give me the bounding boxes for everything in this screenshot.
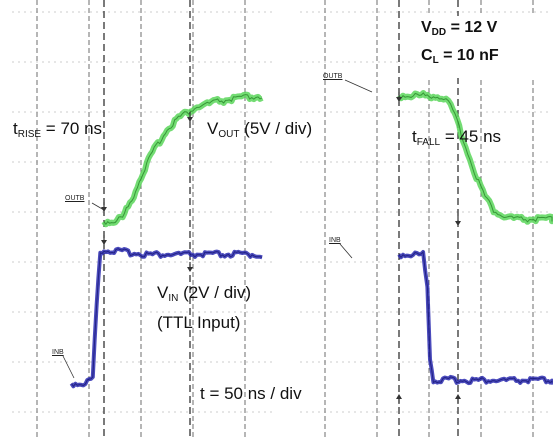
ttl-input-label: (TTL Input): [157, 313, 241, 332]
outb-tag-rise: OUTB: [65, 195, 85, 202]
trace-inb-band: [397, 250, 553, 386]
trace-outb-band: [396, 90, 553, 225]
trise-label: tRISE = 70 ns: [13, 119, 103, 140]
timebase-label: t = 50 ns / div: [200, 384, 302, 403]
trace-outb-line: [103, 94, 263, 226]
inb-tag-leader-rise: [62, 355, 75, 379]
vout-scale-label: VOUT (5V / div): [207, 119, 313, 140]
outb-tag-fall: OUTB: [323, 73, 343, 80]
cursor-marker-inb-fall: [396, 394, 402, 399]
cl-label: CL = 10 nF: [421, 47, 499, 66]
cursor-marker-outb-fall: [396, 97, 402, 102]
cursor-marker-outb-fall-end: [455, 221, 461, 226]
inb-tag-fall: INB: [329, 237, 341, 244]
outb-tag-leader-fall: [344, 79, 373, 93]
inb-tag-rise: INB: [52, 349, 64, 356]
vin-scale-label: VIN (2V / div): [157, 283, 252, 304]
trace-inb-line: [70, 248, 263, 388]
tfall-label: tFALL = 45 ns: [412, 127, 502, 148]
trace-outb-line: [398, 92, 553, 223]
cursor-marker-outb-rise-end: [187, 117, 193, 122]
trace-outb-band: [101, 91, 264, 228]
outb-tag-leader-rise: [91, 202, 105, 211]
cursor-marker-outb-rise: [101, 207, 107, 212]
trace-inb-line: [398, 250, 553, 384]
cursor-marker-inb-rise-level: [187, 267, 193, 272]
cursor-marker-inb-fall-end: [455, 394, 461, 399]
vdd-label: VDD = 12 V: [421, 19, 498, 38]
inb-tag-leader-fall: [339, 243, 353, 259]
cursor-marker-inb-rise: [101, 240, 107, 245]
condition-label-backing: [418, 16, 548, 78]
